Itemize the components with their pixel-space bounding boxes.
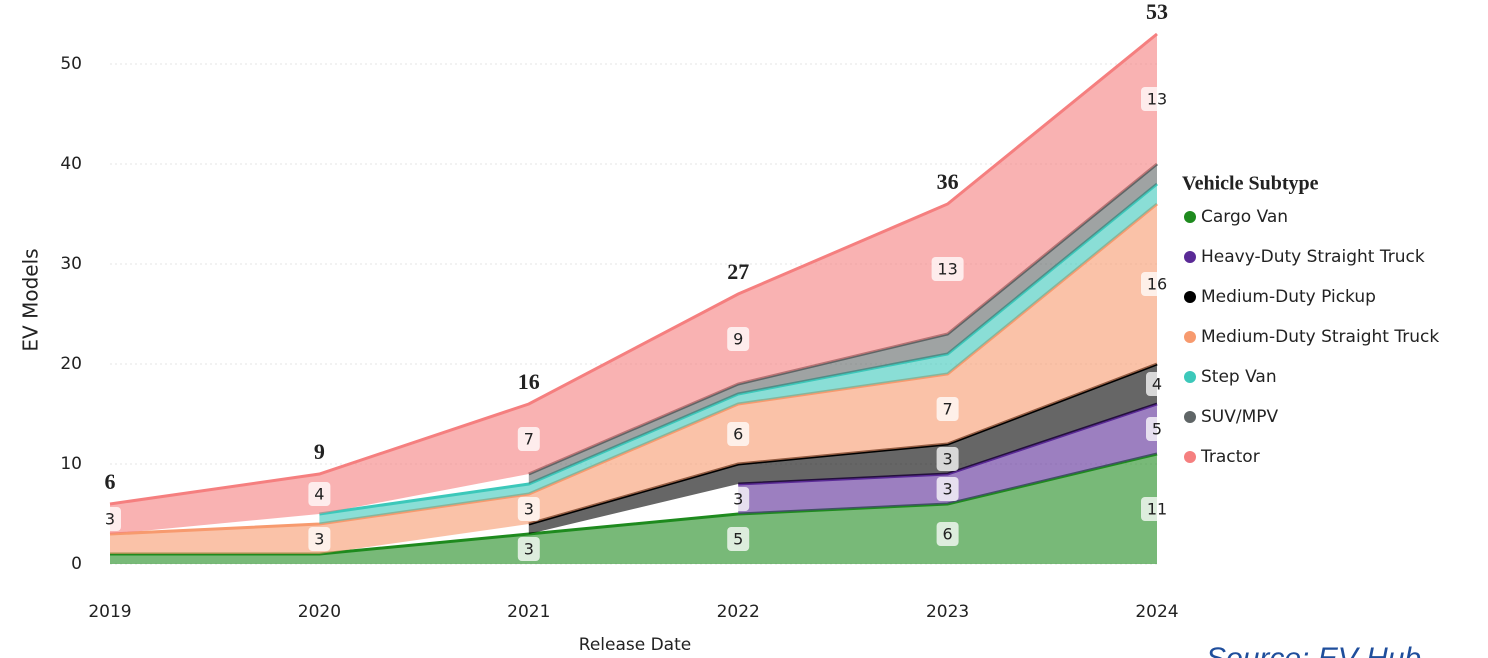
legend-marker: [1184, 251, 1196, 263]
data-label: 3: [524, 540, 534, 559]
y-tick-label: 20: [60, 354, 82, 374]
label-box: [308, 482, 331, 506]
y-tick-label: 0: [71, 554, 82, 574]
area-line: [109, 32, 1158, 506]
label-box: [99, 507, 121, 531]
data-label: 9: [733, 330, 743, 349]
x-axis-title: Release Date: [579, 635, 691, 655]
plot: [109, 32, 1158, 565]
data-label: 3: [733, 490, 743, 509]
data-label: 7: [943, 400, 953, 419]
label-box: [1141, 87, 1173, 111]
legend-label: Medium-Duty Straight Truck: [1201, 327, 1439, 347]
data-label: 3: [943, 480, 953, 499]
x-tick-label: 2021: [507, 602, 550, 622]
total-label: 36: [937, 169, 959, 194]
data-label: 6: [943, 525, 953, 544]
legend-marker: [1184, 331, 1196, 343]
legend-marker: [1184, 291, 1196, 303]
label-box: [727, 527, 750, 551]
source: Source: EV Hub: [1206, 642, 1421, 658]
x-tick-label: 2020: [298, 602, 341, 622]
y-tick-label: 50: [60, 54, 82, 74]
label-box: [936, 397, 959, 421]
label-box: [1141, 272, 1173, 296]
x-tick-label: 2023: [926, 602, 969, 622]
data-label: 3: [943, 450, 953, 469]
label-box: [727, 422, 750, 446]
y-tick-label: 30: [60, 254, 82, 274]
y-tick-label: 40: [60, 154, 82, 174]
label-box: [727, 487, 750, 511]
data-label: 5: [1152, 420, 1162, 439]
x-tick-label: 2024: [1135, 602, 1178, 622]
total-label: 53: [1146, 0, 1168, 24]
label-box: [1146, 372, 1168, 396]
legend-label: Step Van: [1201, 367, 1277, 387]
legend-marker: [1184, 371, 1196, 383]
label-box: [1141, 497, 1173, 521]
total-label: 9: [314, 439, 325, 464]
label-box: [1146, 417, 1168, 441]
label-box: [517, 427, 540, 451]
x-tick-label: 2022: [717, 602, 760, 622]
total-label: 6: [105, 469, 116, 494]
data-label: 16: [1147, 275, 1167, 294]
area: [110, 34, 1157, 534]
data-label: 4: [314, 485, 324, 504]
data-label: 6: [733, 425, 743, 444]
label-box: [936, 522, 959, 546]
data-label: 7: [524, 430, 534, 449]
y-tick-label: 10: [60, 454, 82, 474]
x-tick-label: 2019: [88, 602, 131, 622]
area: [110, 204, 1157, 554]
area: [528, 164, 1157, 484]
label-box: [517, 537, 540, 561]
data-label: 13: [937, 260, 957, 279]
legend-label: SUV/MPV: [1201, 407, 1279, 427]
area: [110, 454, 1157, 564]
data-label: 3: [524, 500, 534, 519]
data-label: 13: [1147, 90, 1167, 109]
y-axis-title: EV Models: [19, 248, 43, 351]
data-label: 5: [733, 530, 743, 549]
area: [738, 404, 1157, 514]
legend-marker: [1184, 211, 1196, 223]
data-label: 4: [1152, 375, 1162, 394]
legend-label: Tractor: [1200, 447, 1260, 467]
legend-label: Cargo Van: [1201, 207, 1288, 227]
label-box: [936, 477, 959, 501]
label-box: [936, 447, 959, 471]
label-box: [308, 527, 331, 551]
label-box: [931, 257, 964, 281]
data-label: 11: [1147, 500, 1167, 519]
total-label: 16: [518, 369, 540, 394]
area: [528, 364, 1157, 534]
data-label: 3: [314, 530, 324, 549]
data-label: 3: [105, 510, 115, 529]
label-box: [517, 497, 540, 521]
legend-marker: [1184, 451, 1196, 463]
total-label: 27: [727, 259, 749, 284]
legend-title: Vehicle Subtype: [1182, 173, 1319, 195]
label-box: [727, 327, 750, 351]
legend-marker: [1184, 411, 1196, 423]
legend-label: Medium-Duty Pickup: [1201, 287, 1376, 307]
legend-label: Heavy-Duty Straight Truck: [1201, 247, 1425, 267]
